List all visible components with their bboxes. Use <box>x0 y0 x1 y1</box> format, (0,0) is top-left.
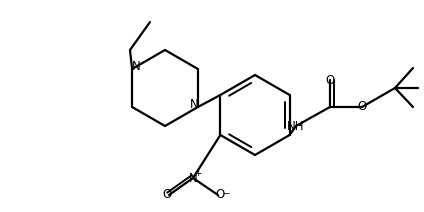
Text: N: N <box>189 172 198 184</box>
Text: O: O <box>325 74 335 86</box>
Text: O: O <box>357 100 367 113</box>
Text: O: O <box>162 188 172 201</box>
Text: −: − <box>222 188 230 198</box>
Text: +: + <box>194 169 202 177</box>
Text: N: N <box>190 98 198 110</box>
Text: O: O <box>215 188 225 201</box>
Text: NH: NH <box>287 120 305 132</box>
Text: N: N <box>132 60 140 73</box>
